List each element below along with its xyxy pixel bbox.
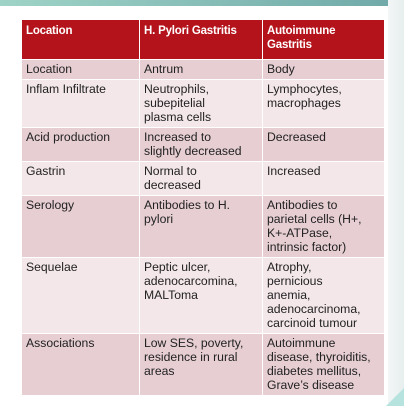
table-row-associations: Associations Low SES, poverty, residence… xyxy=(21,333,385,396)
h-pylori-cell: Low SES, poverty, residence in rural are… xyxy=(139,333,263,396)
row-label: Inflam Infiltrate xyxy=(21,79,140,128)
row-label: Gastrin xyxy=(21,161,140,196)
h-pylori-cell: Antrum xyxy=(139,59,263,80)
autoimmune-cell: Antibodies to parietal cells (H+, K+-ATP… xyxy=(262,195,385,258)
header-autoimmune-gastritis: Autoimmune Gastritis xyxy=(262,19,385,60)
gastritis-comparison-table: Location H. Pylori Gastritis Autoimmune … xyxy=(21,19,385,396)
row-label: Sequelae xyxy=(21,257,140,334)
table-row-acid-production: Acid production Increased to slightly de… xyxy=(21,127,385,162)
autoimmune-cell: Atrophy, pernicious anemia, adenocarcino… xyxy=(262,257,385,334)
table-row-location: Location Antrum Body xyxy=(21,59,385,80)
row-label: Associations xyxy=(21,333,140,396)
autoimmune-cell: Body xyxy=(262,59,385,80)
slide-right-accent xyxy=(388,0,404,406)
slide-corner-triangle xyxy=(386,388,404,406)
h-pylori-cell: Increased to slightly decreased xyxy=(139,127,263,162)
autoimmune-cell: Decreased xyxy=(262,127,385,162)
table-row-sequelae: Sequelae Peptic ulcer, adenocarcomina, M… xyxy=(21,257,385,334)
autoimmune-cell: Increased xyxy=(262,161,385,196)
h-pylori-cell: Neutrophils, subepitelial plasma cells xyxy=(139,79,263,128)
h-pylori-cell: Antibodies to H. pylori xyxy=(139,195,263,258)
header-location: Location xyxy=(21,19,140,60)
autoimmune-cell: Lymphocytes, macrophages xyxy=(262,79,385,128)
autoimmune-cell: Autoimmune disease, thyroiditis, diabete… xyxy=(262,333,385,396)
row-label: Serology xyxy=(21,195,140,258)
h-pylori-cell: Normal to decreased xyxy=(139,161,263,196)
table-row-serology: Serology Antibodies to H. pylori Antibod… xyxy=(21,195,385,258)
header-h-pylori-gastritis: H. Pylori Gastritis xyxy=(139,19,263,60)
table-row-inflam-infiltrate: Inflam Infiltrate Neutrophils, subepitel… xyxy=(21,79,385,128)
h-pylori-cell: Peptic ulcer, adenocarcomina, MALToma xyxy=(139,257,263,334)
row-label: Location xyxy=(21,59,140,80)
slide-top-accent-bar xyxy=(0,0,404,6)
table-header-row: Location H. Pylori Gastritis Autoimmune … xyxy=(21,19,385,60)
table-row-gastrin: Gastrin Normal to decreased Increased xyxy=(21,161,385,196)
row-label: Acid production xyxy=(21,127,140,162)
